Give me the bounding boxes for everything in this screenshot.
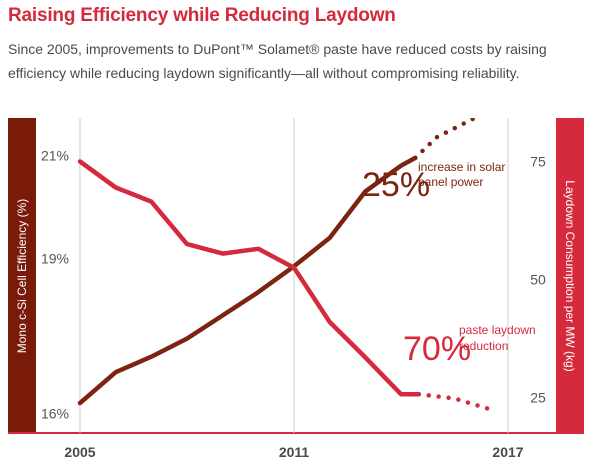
left-tick-16: 16% bbox=[41, 405, 69, 421]
chart-title: Raising Efficiency while Reducing Laydow… bbox=[8, 5, 396, 26]
annotation-power: 25% increase in solar panel power bbox=[362, 160, 505, 204]
x-tick-2017: 2017 bbox=[492, 444, 523, 460]
annotation-laydown-line-1: paste laydown bbox=[459, 323, 536, 337]
left-axis-label: Mono c-Si Cell Efficiency (%) bbox=[15, 199, 29, 354]
left-tick-19: 19% bbox=[41, 251, 69, 267]
chart-subtitle: Since 2005, improvements to DuPont™ Sola… bbox=[8, 41, 547, 81]
right-tick-25: 25 bbox=[530, 390, 546, 406]
annotation-power-line-2: panel power bbox=[418, 175, 483, 189]
annotation-laydown-line-2: reduction bbox=[459, 339, 508, 353]
x-tick-2005: 2005 bbox=[64, 444, 95, 460]
left-tick-21: 21% bbox=[41, 147, 69, 163]
laydown-projection-line bbox=[416, 391, 493, 412]
laydown-line bbox=[77, 159, 422, 397]
right-axis-label: Laydown Consumption per MW (kg) bbox=[563, 180, 577, 371]
left-axis-ticks: 21% 19% 16% bbox=[41, 147, 69, 421]
gridlines bbox=[79, 118, 509, 433]
efficiency-projection-line bbox=[413, 118, 481, 161]
annotation-laydown: 70% paste laydown reduction bbox=[403, 323, 536, 368]
x-tick-2011: 2011 bbox=[279, 444, 310, 460]
left-axis-band bbox=[8, 118, 36, 433]
annotation-laydown-value: 70% bbox=[403, 330, 471, 368]
annotation-power-line-1: increase in solar bbox=[418, 160, 505, 174]
efficiency-line bbox=[77, 155, 418, 406]
series-lines bbox=[77, 118, 493, 412]
x-axis-ticks: 2005 2011 2017 bbox=[64, 444, 523, 460]
right-tick-75: 75 bbox=[530, 154, 546, 170]
efficiency-laydown-chart: Mono c-Si Cell Efficiency (%) Laydown Co… bbox=[8, 118, 584, 460]
right-axis-band bbox=[556, 118, 584, 433]
right-axis-ticks: 75 50 25 bbox=[530, 154, 546, 406]
right-tick-50: 50 bbox=[530, 272, 546, 288]
annotation-power-value: 25% bbox=[362, 166, 430, 204]
